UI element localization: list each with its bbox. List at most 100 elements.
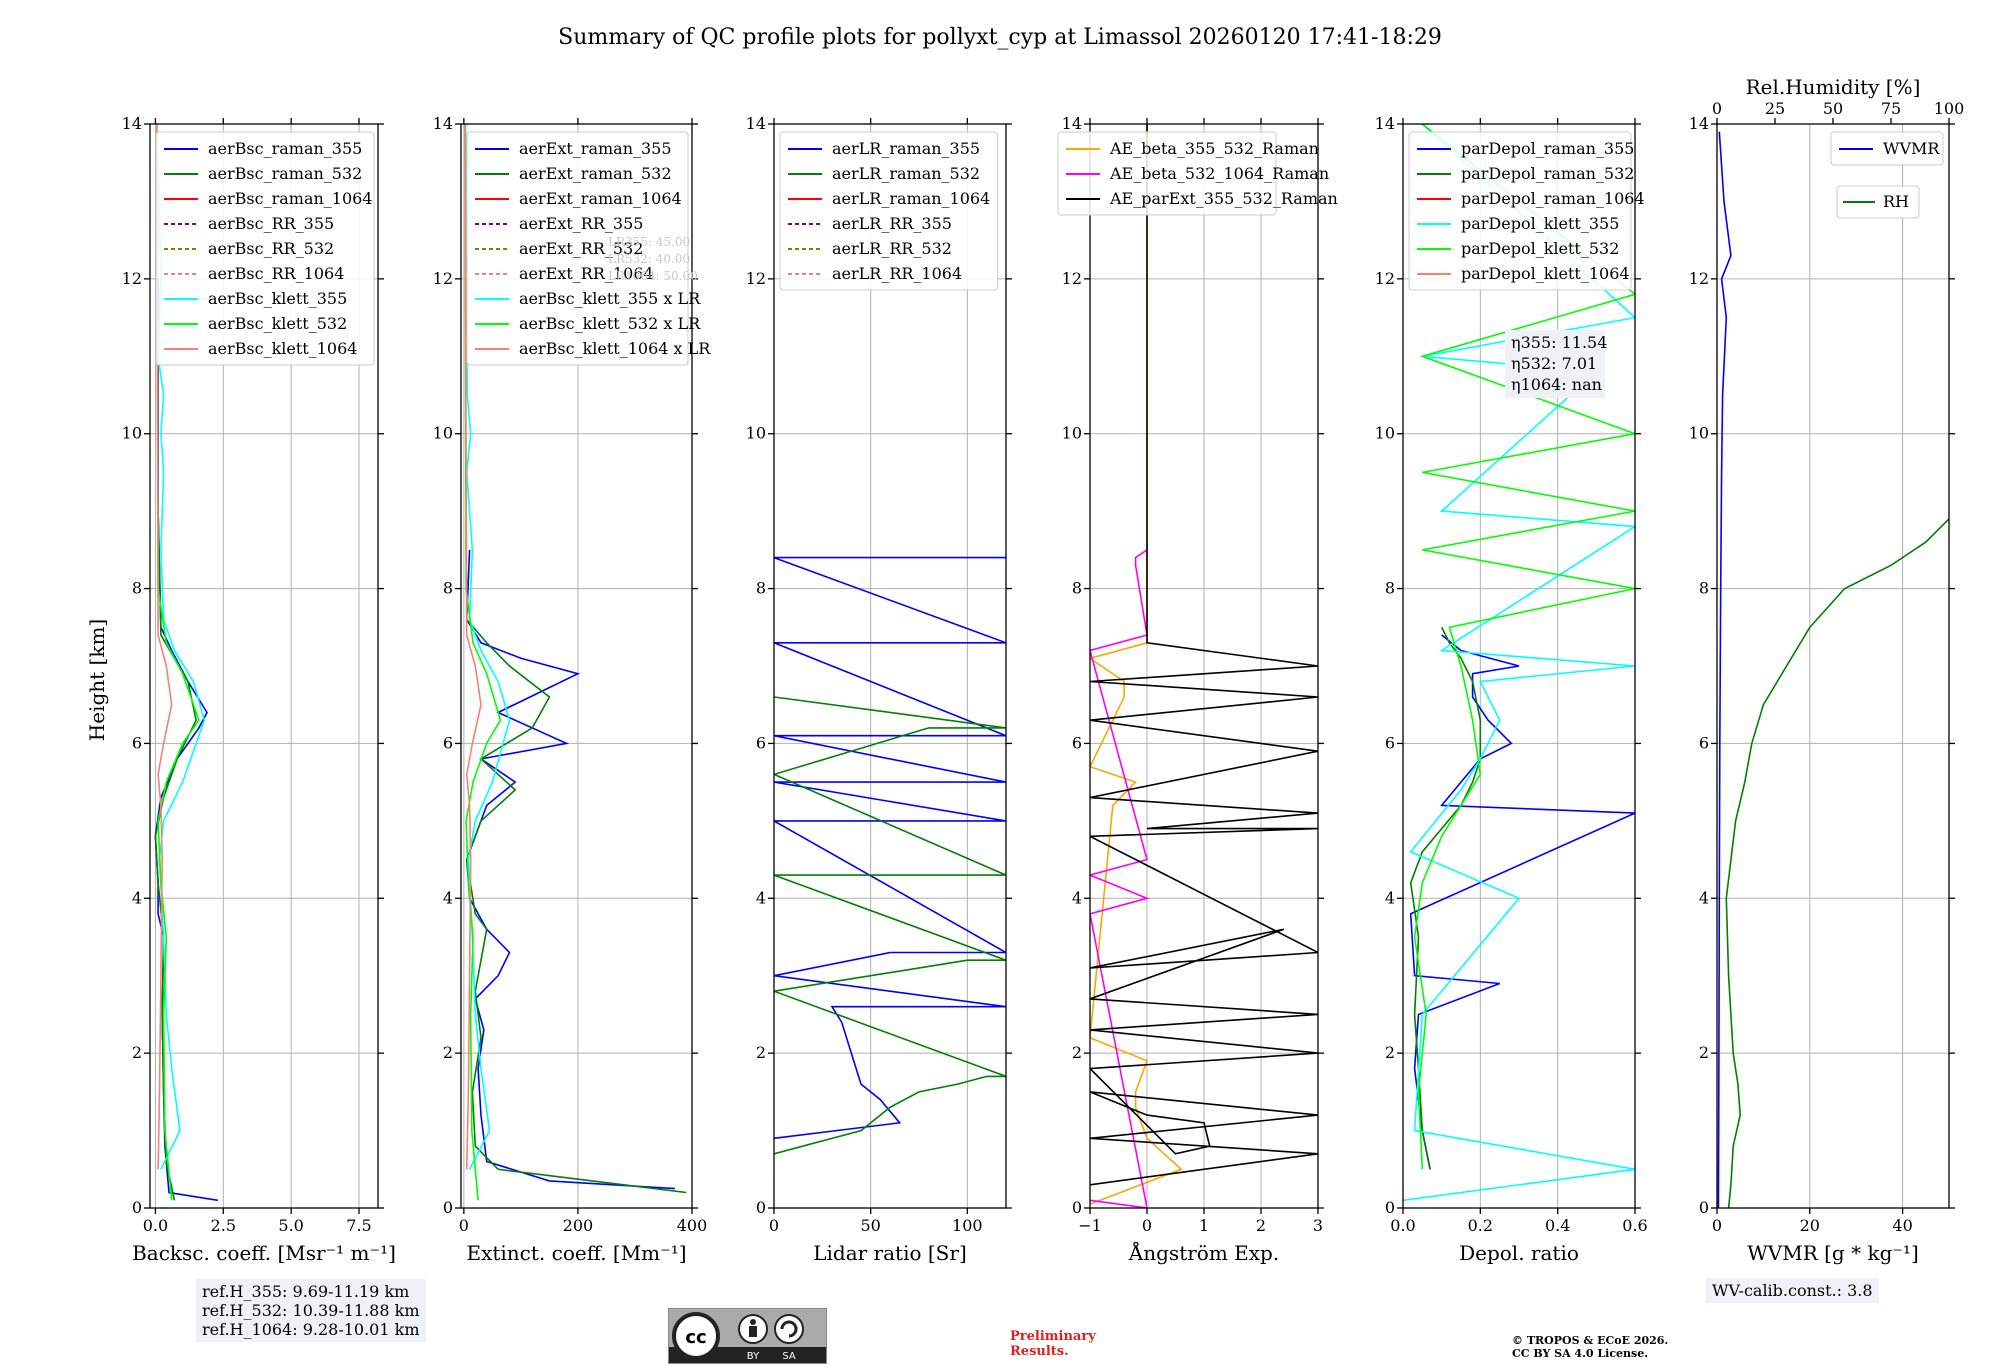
x-tick-label: 2.5 (211, 1216, 236, 1235)
series-aerExt_raman_532 (465, 618, 687, 1194)
legend-label: aerBsc_klett_1064 (208, 339, 357, 358)
legend-bsc: aerBsc_raman_355 aerBsc_raman_532 aerBsc_r… (155, 131, 375, 366)
y-tick-label: 2 (756, 1043, 766, 1062)
series-aerExt_raman_355 (465, 549, 675, 1190)
x-axis-label: Backsc. coeff. [Msr⁻¹ m⁻¹] (132, 1241, 396, 1265)
legend-label: aerBsc_klett_355 x LR (519, 289, 701, 308)
series-AE_beta_532_1064_Raman (1090, 549, 1150, 1208)
top-x-tick-label: 50 (1823, 99, 1843, 118)
y-tick-label: 6 (443, 733, 453, 752)
legend-label: aerBsc_klett_532 x LR (519, 314, 701, 333)
copyright-line-2: CC BY SA 4.0 License. (1512, 1347, 1649, 1360)
series-AE_beta_355_532_Raman (1090, 124, 1183, 1205)
y-tick-label: 4 (756, 888, 766, 907)
panel-ext: 0 2 4 6 8 10 12 14 0 200 400 Extinct. coeff. [Mm⁻¹]… (433, 114, 712, 1265)
panel-bsc: 0 2 4 6 8 10 12 14 0.0 2.5 5.0 7.5 Backsc. coeff. [M… (122, 114, 396, 1265)
ref-h-1064: ref.H_1064: 9.28-10.01 km (202, 1320, 420, 1339)
cc-icon (672, 1312, 720, 1360)
x-tick-label: 50 (860, 1216, 880, 1235)
legend-label: aerBsc_raman_532 (208, 164, 362, 183)
reference-height-box: ref.H_355: 9.69-11.19 km ref.H_532: 10.3… (196, 1279, 426, 1342)
series-group-ae (1090, 124, 1318, 1208)
y-tick-label: 0 (1699, 1198, 1709, 1217)
y-tick-label: 2 (1385, 1043, 1395, 1062)
axes-frame (773, 123, 1007, 1209)
x-tick-label: 0.0 (143, 1216, 168, 1235)
x-tick-label: 0.0 (1390, 1216, 1415, 1235)
y-tick-label: 12 (1062, 269, 1082, 288)
y-tick-label: 12 (1375, 269, 1395, 288)
legend-lr: aerLR_raman_355 aerLR_raman_532 aerLR_rama… (779, 131, 999, 291)
legend-label: aerExt_RR_355 (519, 214, 643, 233)
series-group-ext (464, 124, 687, 1201)
x-tick-label: 3 (1313, 1216, 1323, 1235)
x-axis-label: Extinct. coeff. [Mm⁻¹] (466, 1241, 686, 1265)
ref-h-532: ref.H_532: 10.39-11.88 km (202, 1301, 420, 1320)
y-tick-label: 8 (1385, 579, 1395, 598)
legend-ext: aerExt_raman_355 aerExt_raman_532 aerExt_r… (466, 131, 711, 366)
x-tick-label: 0 (769, 1216, 779, 1235)
y-tick-label: 14 (1375, 114, 1395, 133)
legend-label: parDepol_raman_1064 (1461, 189, 1645, 208)
x-tick-label: 20 (1800, 1216, 1820, 1235)
legend2-box (1836, 185, 1920, 219)
copyright-line-1: © TROPOS & ECoE 2026. (1512, 1334, 1669, 1347)
cc-sa-label: SA (782, 1351, 796, 1362)
legend-box (1057, 131, 1277, 216)
legend-label: aerExt_raman_1064 (519, 189, 682, 208)
y-tick-label: 0 (756, 1198, 766, 1217)
top-x-tick-label: 25 (1765, 99, 1785, 118)
series-aerBsc_klett_532 (156, 124, 200, 1201)
x-axis-label: Depol. ratio (1459, 1241, 1579, 1265)
legend-label: aerBsc_klett_1064 x LR (519, 339, 711, 358)
legend-label: aerLR_raman_355 (832, 139, 980, 158)
legend-label: aerBsc_raman_355 (208, 139, 362, 158)
eta-box (1505, 330, 1605, 398)
axes-frame (1716, 123, 1950, 1209)
y-tick-label: 4 (1699, 888, 1709, 907)
cc-by-label: BY (747, 1351, 760, 1362)
x-tick-label: 0 (1142, 1216, 1152, 1235)
y-tick-label: 10 (746, 424, 766, 443)
y-tick-label: 12 (122, 269, 142, 288)
y-tick-label: 14 (433, 114, 453, 133)
figure-title: Summary of QC profile plots for pollyxt_… (558, 25, 1442, 50)
legend-label: aerLR_raman_532 (832, 164, 980, 183)
top-x-tick-label: 0 (1712, 99, 1722, 118)
legend-label: aerExt_raman_532 (519, 164, 672, 183)
legend-label: aerExt_RR_1064 (519, 264, 654, 283)
series-aerBsc_klett_532 x LR (464, 124, 502, 1201)
y-tick-label: 14 (122, 114, 142, 133)
x-tick-label: 0 (459, 1216, 469, 1235)
legend-label: AE_beta_355_532_Raman (1109, 139, 1319, 158)
legend-ae: AE_beta_355_532_Raman AE_beta_532_1064_Ra… (1057, 131, 1338, 216)
series-aerBsc_klett_355 x LR (464, 124, 511, 1170)
eta-value: η355: 11.54 (1511, 333, 1607, 352)
legend-label: AE_beta_532_1064_Raman (1109, 164, 1329, 183)
legend-label: aerExt_RR_532 (519, 239, 643, 258)
legend-box (155, 131, 375, 366)
y-tick-label: 0 (1072, 1198, 1082, 1217)
legend-box (1408, 131, 1632, 291)
y-tick-label: 12 (746, 269, 766, 288)
legend-box (466, 131, 689, 366)
y-tick-label: 6 (1072, 733, 1082, 752)
legend-label: AE_parExt_355_532_Raman (1109, 189, 1338, 208)
legend-label: aerBsc_RR_532 (208, 239, 334, 258)
legend-label: aerLR_RR_1064 (832, 264, 962, 283)
y-tick-label: 8 (132, 579, 142, 598)
legend-label: aerBsc_RR_355 (208, 214, 334, 233)
y-tick-label: 14 (1689, 114, 1709, 133)
x-tick-label: 0.6 (1622, 1216, 1647, 1235)
legend-label: WVMR (1883, 139, 1940, 158)
y-tick-label: 2 (443, 1043, 453, 1062)
y-tick-label: 0 (443, 1198, 453, 1217)
y-tick-label: 4 (1072, 888, 1082, 907)
x-tick-label: 7.5 (346, 1216, 371, 1235)
legend-label: aerBsc_klett_355 (208, 289, 347, 308)
legend2-label: RH (1883, 192, 1909, 211)
y-tick-label: 2 (1699, 1043, 1709, 1062)
legend-box (1830, 131, 1944, 166)
